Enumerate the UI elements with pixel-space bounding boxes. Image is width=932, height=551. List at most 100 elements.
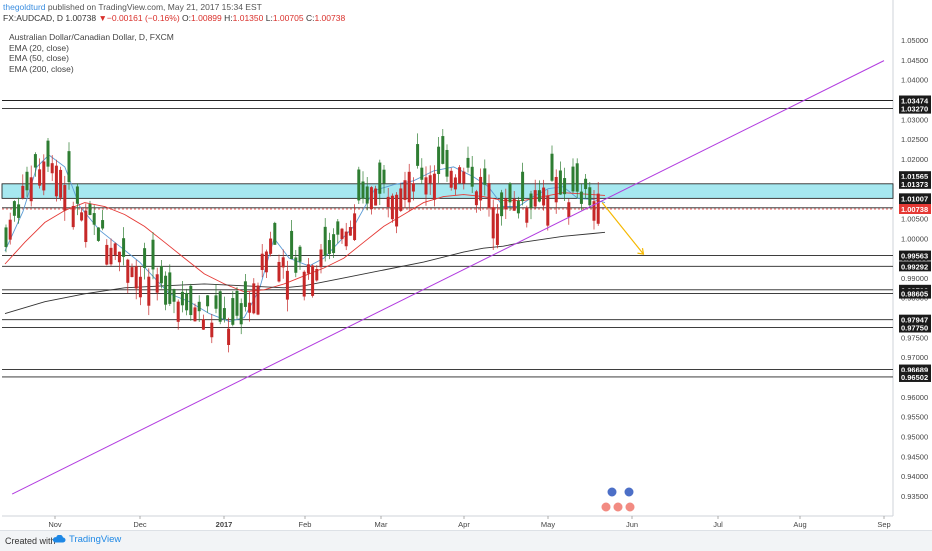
resistance-zone [1, 183, 894, 199]
candle-body [147, 276, 151, 306]
candle-body [38, 169, 42, 186]
candle-body [277, 261, 281, 282]
close-value: 1.00738 [314, 13, 346, 23]
ohlc-readout: FX:AUDCAD, D 1.00738 ▼−0.00161 (−0.16%) … [3, 13, 345, 24]
candle-body [71, 205, 75, 228]
open-value: 1.00899 [191, 13, 222, 23]
candle-body [495, 213, 499, 245]
level-label-1-box [899, 103, 931, 114]
candle-body [336, 221, 340, 235]
event-flag-icon [623, 486, 635, 498]
candle-body [437, 146, 441, 175]
ema-line-200 [4, 231, 606, 315]
current-price-label-box [899, 203, 931, 214]
publish-info: published on TradingView.com, May 21, 20… [47, 2, 262, 12]
y-tick-label: 1.03000 [901, 115, 928, 124]
candle-body [420, 167, 424, 180]
candle-body [63, 185, 67, 211]
footer-bar: Created with TradingView [0, 530, 932, 551]
candle-body [189, 285, 193, 316]
candle-body [344, 231, 348, 247]
candle-body [290, 230, 294, 260]
price-chart[interactable]: 1.050001.045001.040001.035001.030001.025… [0, 0, 932, 530]
zone-label-upper-box [899, 178, 931, 189]
candle-body [126, 259, 130, 283]
candle-body [327, 240, 331, 254]
level-label-0-box [899, 95, 931, 106]
candle-body [117, 251, 121, 263]
candle-body [12, 201, 16, 216]
legend-ema50[interactable]: EMA (50, close) [9, 53, 69, 63]
level-label-8-box [899, 322, 931, 333]
y-tick-label: 1.02500 [901, 135, 928, 144]
level-label-10-box [899, 371, 931, 382]
candle-body [575, 163, 579, 192]
candle-body [243, 281, 247, 307]
projection-arrow-shaft [601, 202, 644, 255]
candle-body [588, 187, 592, 206]
tradingview-link[interactable]: TradingView [52, 534, 121, 545]
candle-body [390, 195, 394, 220]
candle-body [130, 267, 134, 278]
y-tick-label: 0.95000 [901, 433, 928, 442]
event-markers [600, 486, 636, 513]
legend-ema200[interactable]: EMA (200, close) [9, 63, 74, 74]
candle-body [159, 266, 163, 284]
candle-body [239, 303, 243, 325]
candle-body [155, 274, 159, 293]
x-tick-label: Nov [48, 520, 62, 529]
candle-body [374, 188, 378, 206]
high-value: 1.01350 [232, 13, 264, 23]
candle-body [193, 307, 197, 322]
event-flag-icon [600, 501, 612, 513]
x-tick-label: Aug [793, 520, 806, 529]
candle-body [525, 207, 529, 223]
projection-arrow-head [637, 248, 645, 255]
candle-body [462, 171, 466, 184]
y-tick-label: 0.97500 [901, 333, 928, 342]
candle-body [143, 248, 147, 268]
candle-body [210, 322, 214, 338]
legend-ema20[interactable]: EMA (20, close) [9, 42, 69, 53]
y-tick-label: 0.94000 [901, 472, 928, 481]
candle-body [281, 257, 285, 268]
candle-body [521, 171, 525, 202]
candle-body [512, 199, 516, 211]
candle-body [323, 226, 327, 256]
candle-body [449, 170, 453, 188]
candle-body [537, 190, 541, 202]
candle-body [264, 251, 268, 273]
candle-body [458, 167, 462, 184]
candle-body [550, 153, 554, 181]
candle-body [378, 162, 382, 194]
symbol-label: FX:AUDCAD, D [3, 13, 63, 23]
plot-area [2, 0, 893, 516]
candle-body [319, 249, 323, 268]
candle-body [101, 220, 105, 229]
level-label-7-box [899, 314, 931, 325]
candle-body [516, 200, 520, 214]
candle-body [542, 187, 546, 206]
candle-body [222, 308, 226, 320]
candle-body [231, 298, 235, 325]
candle-body [122, 238, 126, 257]
candle-body [432, 173, 436, 200]
candle-body [256, 285, 260, 315]
candle-body [483, 168, 487, 185]
candle-body [50, 163, 54, 174]
candle-body [411, 183, 415, 192]
candle-body [592, 201, 596, 221]
author-link[interactable]: thegoldturd [3, 2, 46, 12]
candle-body [214, 295, 218, 309]
candle-body [361, 181, 365, 199]
level-label-7: 0.97947 [901, 316, 928, 325]
candle-body [201, 319, 205, 330]
candle-body [382, 169, 386, 184]
candle-body [269, 238, 273, 254]
candle-body [25, 171, 29, 191]
candle-body [67, 151, 71, 183]
low-value: 1.00705 [272, 13, 304, 23]
x-tick-label: Dec [133, 520, 147, 529]
candle-body [46, 140, 50, 167]
candle-body [369, 187, 373, 210]
